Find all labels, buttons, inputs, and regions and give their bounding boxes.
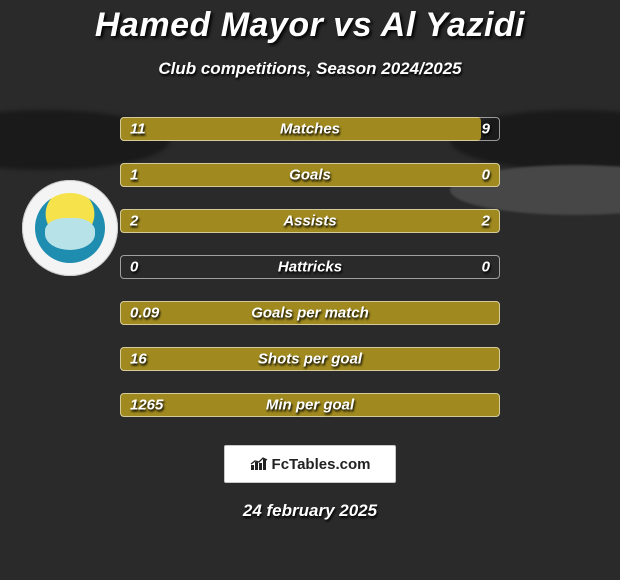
stat-label: Matches bbox=[280, 121, 340, 138]
stat-row: 1265 Min per goal bbox=[120, 393, 500, 417]
stat-value-left: 0.09 bbox=[130, 305, 159, 322]
stat-value-left: 0 bbox=[130, 259, 138, 276]
date-label: 24 february 2025 bbox=[243, 501, 377, 521]
stat-label: Goals per match bbox=[251, 305, 369, 322]
stat-label: Shots per goal bbox=[258, 351, 362, 368]
club-crest-icon bbox=[35, 193, 105, 263]
stat-label: Goals bbox=[289, 167, 331, 184]
bar-fill-right bbox=[310, 209, 500, 233]
stat-value-left: 1 bbox=[130, 167, 138, 184]
stat-row: 1 0 Goals bbox=[120, 163, 500, 187]
stat-row: 0 0 Hattricks bbox=[120, 255, 500, 279]
stat-row: 0.09 Goals per match bbox=[120, 301, 500, 325]
stat-label: Assists bbox=[283, 213, 336, 230]
stat-row: 11 9 Matches bbox=[120, 117, 500, 141]
brand-badge: FcTables.com bbox=[224, 445, 396, 483]
stat-value-left: 1265 bbox=[130, 397, 163, 414]
stat-row: 2 2 Assists bbox=[120, 209, 500, 233]
club-logo-left bbox=[22, 180, 118, 276]
stat-value-right: 0 bbox=[482, 259, 490, 276]
bar-fill-left bbox=[120, 209, 310, 233]
page-subtitle: Club competitions, Season 2024/2025 bbox=[158, 59, 461, 79]
stat-label: Hattricks bbox=[278, 259, 342, 276]
stat-value-left: 16 bbox=[130, 351, 147, 368]
stat-label: Min per goal bbox=[266, 397, 354, 414]
brand-label: FcTables.com bbox=[272, 456, 371, 473]
chart-icon bbox=[250, 457, 268, 471]
stat-value-right: 2 bbox=[482, 213, 490, 230]
stat-value-left: 2 bbox=[130, 213, 138, 230]
stat-row: 16 Shots per goal bbox=[120, 347, 500, 371]
stats-list: 11 9 Matches 1 0 Goals 2 2 Assists 0 0 Hattricks 0.0… bbox=[120, 117, 500, 417]
stat-value-left: 11 bbox=[130, 121, 146, 138]
page-title: Hamed Mayor vs Al Yazidi bbox=[95, 6, 525, 45]
stat-value-right: 9 bbox=[482, 121, 490, 138]
stat-value-right: 0 bbox=[482, 167, 490, 184]
comparison-card: Hamed Mayor vs Al Yazidi Club competitio… bbox=[0, 0, 620, 580]
